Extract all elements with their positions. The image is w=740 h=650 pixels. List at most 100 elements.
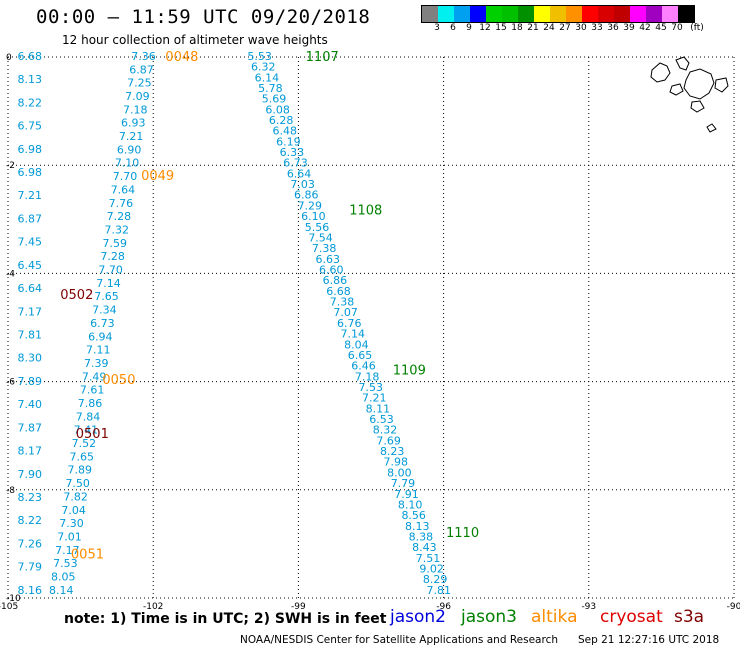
wave-height-color-scale	[421, 5, 695, 23]
wave-height-value: 8.22	[18, 514, 43, 527]
coastline	[690, 100, 705, 113]
x-tick-label: -99	[291, 602, 306, 612]
wave-height-value: 8.22	[18, 96, 43, 109]
wave-height-value: 6.76	[337, 317, 362, 330]
wave-height-value: 7.61	[80, 384, 105, 397]
wave-height-value: 6.86	[323, 274, 348, 287]
wave-height-value: 7.51	[416, 552, 441, 565]
color-scale-label: 42	[639, 23, 651, 33]
wave-height-value: 5.53	[247, 50, 272, 63]
chart-title: 00:00 – 11:59 UTC 09/20/2018	[36, 6, 371, 28]
color-scale-label: 6	[450, 23, 456, 33]
wave-height-value: 7.21	[119, 130, 144, 143]
pass-time-label: 0501	[76, 427, 109, 442]
x-tick-label: -96	[436, 602, 451, 612]
wave-height-value: 8.16	[18, 584, 43, 597]
color-scale-swatch	[534, 6, 550, 22]
wave-height-value: 7.21	[18, 189, 43, 202]
wave-height-value: 7.07	[333, 306, 358, 319]
pass-time-label: 1110	[446, 526, 479, 541]
wave-height-value: 7.53	[53, 557, 78, 570]
wave-height-value: 8.05	[51, 571, 76, 584]
color-scale-label: 18	[511, 23, 523, 33]
pass-time-label: 0048	[165, 50, 198, 65]
wave-height-value: 7.03	[290, 178, 315, 191]
wave-height-value: 6.14	[255, 71, 280, 84]
y-tick-label: -2	[6, 161, 15, 171]
color-scale-swatch	[438, 6, 454, 22]
pass-time-label: 1109	[393, 364, 426, 379]
wave-height-value: 8.11	[366, 402, 391, 415]
y-tick-label: -4	[6, 269, 15, 279]
wave-height-value: 7.70	[113, 170, 138, 183]
wave-height-value: 8.17	[18, 445, 43, 458]
wave-height-value: 6.33	[280, 146, 305, 159]
wave-height-value: 6.45	[18, 259, 43, 272]
wave-height-value: 7.10	[115, 157, 140, 170]
color-scale-swatch	[662, 6, 678, 22]
wave-height-value: 6.28	[269, 114, 294, 127]
color-scale-label: 27	[559, 23, 571, 33]
wave-height-value: 7.59	[102, 237, 127, 250]
pass-time-label: 0049	[141, 169, 174, 184]
wave-height-value: 6.64	[287, 167, 312, 180]
wave-height-value: 7.09	[125, 90, 150, 103]
wave-height-value: 7.29	[298, 199, 323, 212]
wave-height-value: 6.90	[117, 143, 142, 156]
wave-height-value: 8.13	[405, 520, 430, 533]
wave-height-value: 7.32	[105, 223, 130, 236]
wave-height-value: 6.53	[369, 413, 394, 426]
color-scale-label: 21	[527, 23, 539, 33]
pass-time-label: 1108	[349, 204, 382, 219]
color-scale-swatch	[502, 6, 518, 22]
wave-height-value: 7.18	[355, 370, 380, 383]
wave-height-value: 7.41	[74, 424, 99, 437]
color-scale-labels: 3 6 9 12 15 18 21 24 27 30 33 36 39 42 45 70 (ft)	[0, 23, 740, 35]
wave-height-value: 5.78	[258, 82, 283, 95]
wave-height-value: 6.87	[129, 63, 154, 76]
color-scale-label: 33	[591, 23, 603, 33]
wave-height-value: 6.86	[294, 189, 319, 202]
wave-height-value: 6.63	[315, 253, 340, 266]
wave-height-value: 8.13	[18, 73, 43, 86]
color-scale-label: 30	[575, 23, 587, 33]
legend-cryosat: cryosat	[600, 607, 663, 627]
legend-s3a: s3a	[674, 607, 705, 627]
wave-height-value: 8.43	[412, 541, 437, 554]
wave-height-value: 7.04	[61, 504, 86, 517]
wave-height-value: 6.65	[348, 349, 373, 362]
wave-height-value: 6.93	[121, 117, 146, 130]
wave-height-value: 8.56	[401, 509, 426, 522]
color-scale-swatch	[582, 6, 598, 22]
coastline	[683, 68, 715, 100]
wave-height-value: 7.84	[76, 410, 101, 423]
wave-height-value: 5.56	[305, 221, 330, 234]
wave-height-value: 7.79	[18, 561, 43, 574]
wave-height-value: 7.79	[391, 477, 416, 490]
wave-height-value: 7.54	[308, 231, 333, 244]
wave-height-value: 6.75	[18, 120, 43, 133]
wave-height-value: 8.30	[18, 352, 43, 365]
coastline	[706, 123, 717, 133]
color-scale-swatch	[566, 6, 582, 22]
wave-height-value: 6.64	[18, 282, 43, 295]
wave-height-value: 7.91	[394, 488, 419, 501]
legend-jason2: jason2	[390, 607, 446, 627]
pass-time-label: 0502	[60, 288, 93, 303]
wave-height-value: 6.73	[90, 317, 115, 330]
color-scale-label: 9	[466, 23, 472, 33]
wave-height-value: 9.02	[419, 563, 444, 576]
y-tick-label: -6	[6, 378, 15, 388]
wave-height-value: 7.38	[330, 296, 355, 309]
wave-height-value: 6.98	[18, 166, 43, 179]
wave-height-value: 7.38	[312, 242, 337, 255]
wave-height-value: 7.87	[18, 421, 43, 434]
wave-height-value: 7.89	[18, 375, 43, 388]
wave-height-value: 8.29	[423, 573, 448, 586]
wave-height-value: 7.25	[127, 77, 152, 90]
wave-height-value: 7.30	[59, 517, 84, 530]
wave-height-value: 7.86	[78, 397, 103, 410]
wave-height-value: 7.53	[358, 381, 383, 394]
wave-height-value: 7.64	[111, 183, 136, 196]
